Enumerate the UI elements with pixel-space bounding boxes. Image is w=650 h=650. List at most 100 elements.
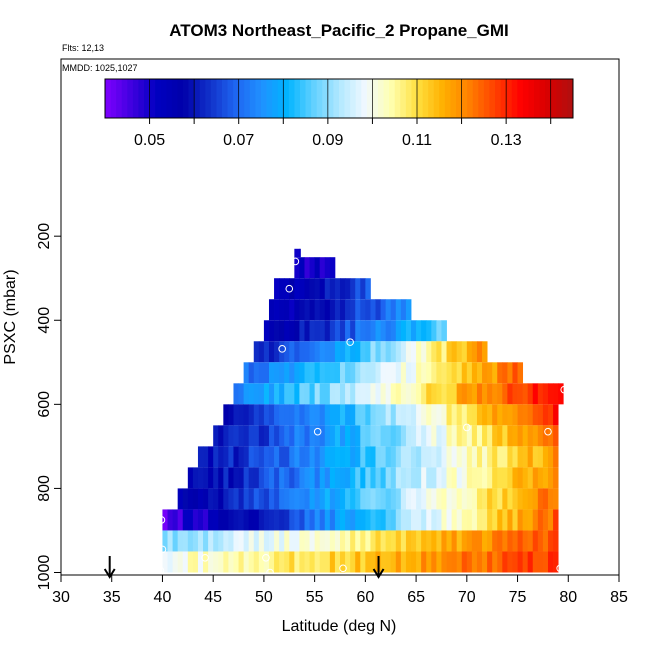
heatmap-cell <box>507 530 513 552</box>
heatmap-cell <box>304 488 310 510</box>
heatmap-cell <box>517 488 524 510</box>
heatmap-cell <box>329 299 336 321</box>
heatmap-cell <box>441 404 447 426</box>
heatmap-cell <box>268 446 275 468</box>
heatmap-cell <box>329 509 336 531</box>
heatmap-cell <box>218 467 224 489</box>
heatmap-cell <box>248 551 255 573</box>
heatmap-cell <box>471 446 478 468</box>
heatmap-cell <box>471 530 478 552</box>
colorbar-swatch <box>500 79 507 118</box>
colorbar-swatch <box>244 79 251 118</box>
y-tick-label: 800 <box>36 475 53 502</box>
heatmap-cell <box>421 467 427 489</box>
heatmap-cell <box>233 446 239 468</box>
heatmap-cell <box>431 341 437 363</box>
heatmap-cell <box>370 320 376 342</box>
heatmap-cell <box>517 467 524 489</box>
colorbar-swatch <box>233 79 240 118</box>
heatmap-cell <box>365 278 371 300</box>
heatmap-cell <box>279 467 285 489</box>
heatmap-cell <box>284 299 290 321</box>
heatmap-cell <box>380 320 387 342</box>
heatmap-cell <box>314 488 321 510</box>
heatmap-cell <box>228 446 234 468</box>
heatmap-cell <box>482 425 488 447</box>
heatmap-cell <box>497 551 503 573</box>
heatmap-cell <box>466 488 473 510</box>
heatmap-cell <box>223 404 229 426</box>
heatmap-cell <box>182 509 189 531</box>
heatmap-cell <box>279 509 285 531</box>
heatmap-cell <box>294 278 300 300</box>
heatmap-cell <box>309 278 316 300</box>
heatmap-cell <box>167 509 173 531</box>
heatmap-cell <box>502 488 508 510</box>
heatmap-cell <box>319 257 326 279</box>
heatmap-cell <box>258 551 265 573</box>
heatmap-cell <box>324 299 331 321</box>
heatmap-cell <box>416 530 422 552</box>
colorbar-tick-label: 0.05 <box>134 132 165 149</box>
heatmap-cell <box>436 467 442 489</box>
colorbar-swatch <box>238 79 245 118</box>
heatmap-cell <box>218 488 224 510</box>
heatmap-cell <box>431 509 437 531</box>
heatmap-cell <box>263 383 270 405</box>
heatmap-cell <box>304 362 310 384</box>
heatmap-cell <box>289 509 295 531</box>
heatmap-cell <box>294 530 300 552</box>
heatmap-cell <box>350 404 356 426</box>
heatmap-cell <box>395 425 402 447</box>
heatmap-cell <box>487 446 493 468</box>
heatmap-cell <box>284 383 290 405</box>
heatmap-cell <box>309 404 316 426</box>
colorbar-swatch <box>183 79 189 118</box>
heatmap-cell <box>299 530 305 552</box>
heatmap-cell <box>233 383 239 405</box>
heatmap-cell <box>390 299 397 321</box>
heatmap-cell <box>304 551 310 573</box>
heatmap-cell <box>421 383 427 405</box>
heatmap-cell <box>329 362 336 384</box>
heatmap-cell <box>426 467 432 489</box>
heatmap-cell <box>360 278 366 300</box>
heatmap-cell <box>517 530 524 552</box>
heatmap-cell <box>162 551 168 573</box>
heatmap-cell <box>456 446 463 468</box>
heatmap-cell <box>476 551 483 573</box>
heatmap-cell <box>507 509 513 531</box>
heatmap-cell <box>334 383 341 405</box>
heatmap-cell <box>370 299 376 321</box>
heatmap-cell <box>203 488 209 510</box>
heatmap-cell <box>537 488 544 510</box>
heatmap-cell <box>263 467 270 489</box>
colorbar-swatch <box>355 79 362 118</box>
heatmap-cell <box>375 425 381 447</box>
colorbar-swatch <box>121 79 128 118</box>
heatmap-cell <box>416 551 422 573</box>
heatmap-cell <box>466 530 473 552</box>
heatmap-cell <box>380 509 387 531</box>
colorbar-swatch <box>495 79 501 118</box>
heatmap-cell <box>431 446 437 468</box>
heatmap-cell <box>304 299 310 321</box>
heatmap-cell <box>334 446 341 468</box>
heatmap-cell <box>497 425 503 447</box>
heatmap-cell <box>213 488 219 510</box>
heatmap-cell <box>309 446 316 468</box>
colorbar-swatch <box>194 79 201 118</box>
heatmap-cell <box>405 425 412 447</box>
heatmap-cell <box>263 362 270 384</box>
heatmap-cell <box>299 320 305 342</box>
heatmap-cell <box>421 425 427 447</box>
heatmap-cell <box>532 509 539 531</box>
heatmap-cell <box>329 341 336 363</box>
heatmap-cell <box>187 509 194 531</box>
heatmap-cell <box>487 467 493 489</box>
heatmap-cell <box>258 404 265 426</box>
heatmap-cell <box>553 551 559 573</box>
heatmap-cell <box>451 383 458 405</box>
heatmap-cell <box>426 488 432 510</box>
